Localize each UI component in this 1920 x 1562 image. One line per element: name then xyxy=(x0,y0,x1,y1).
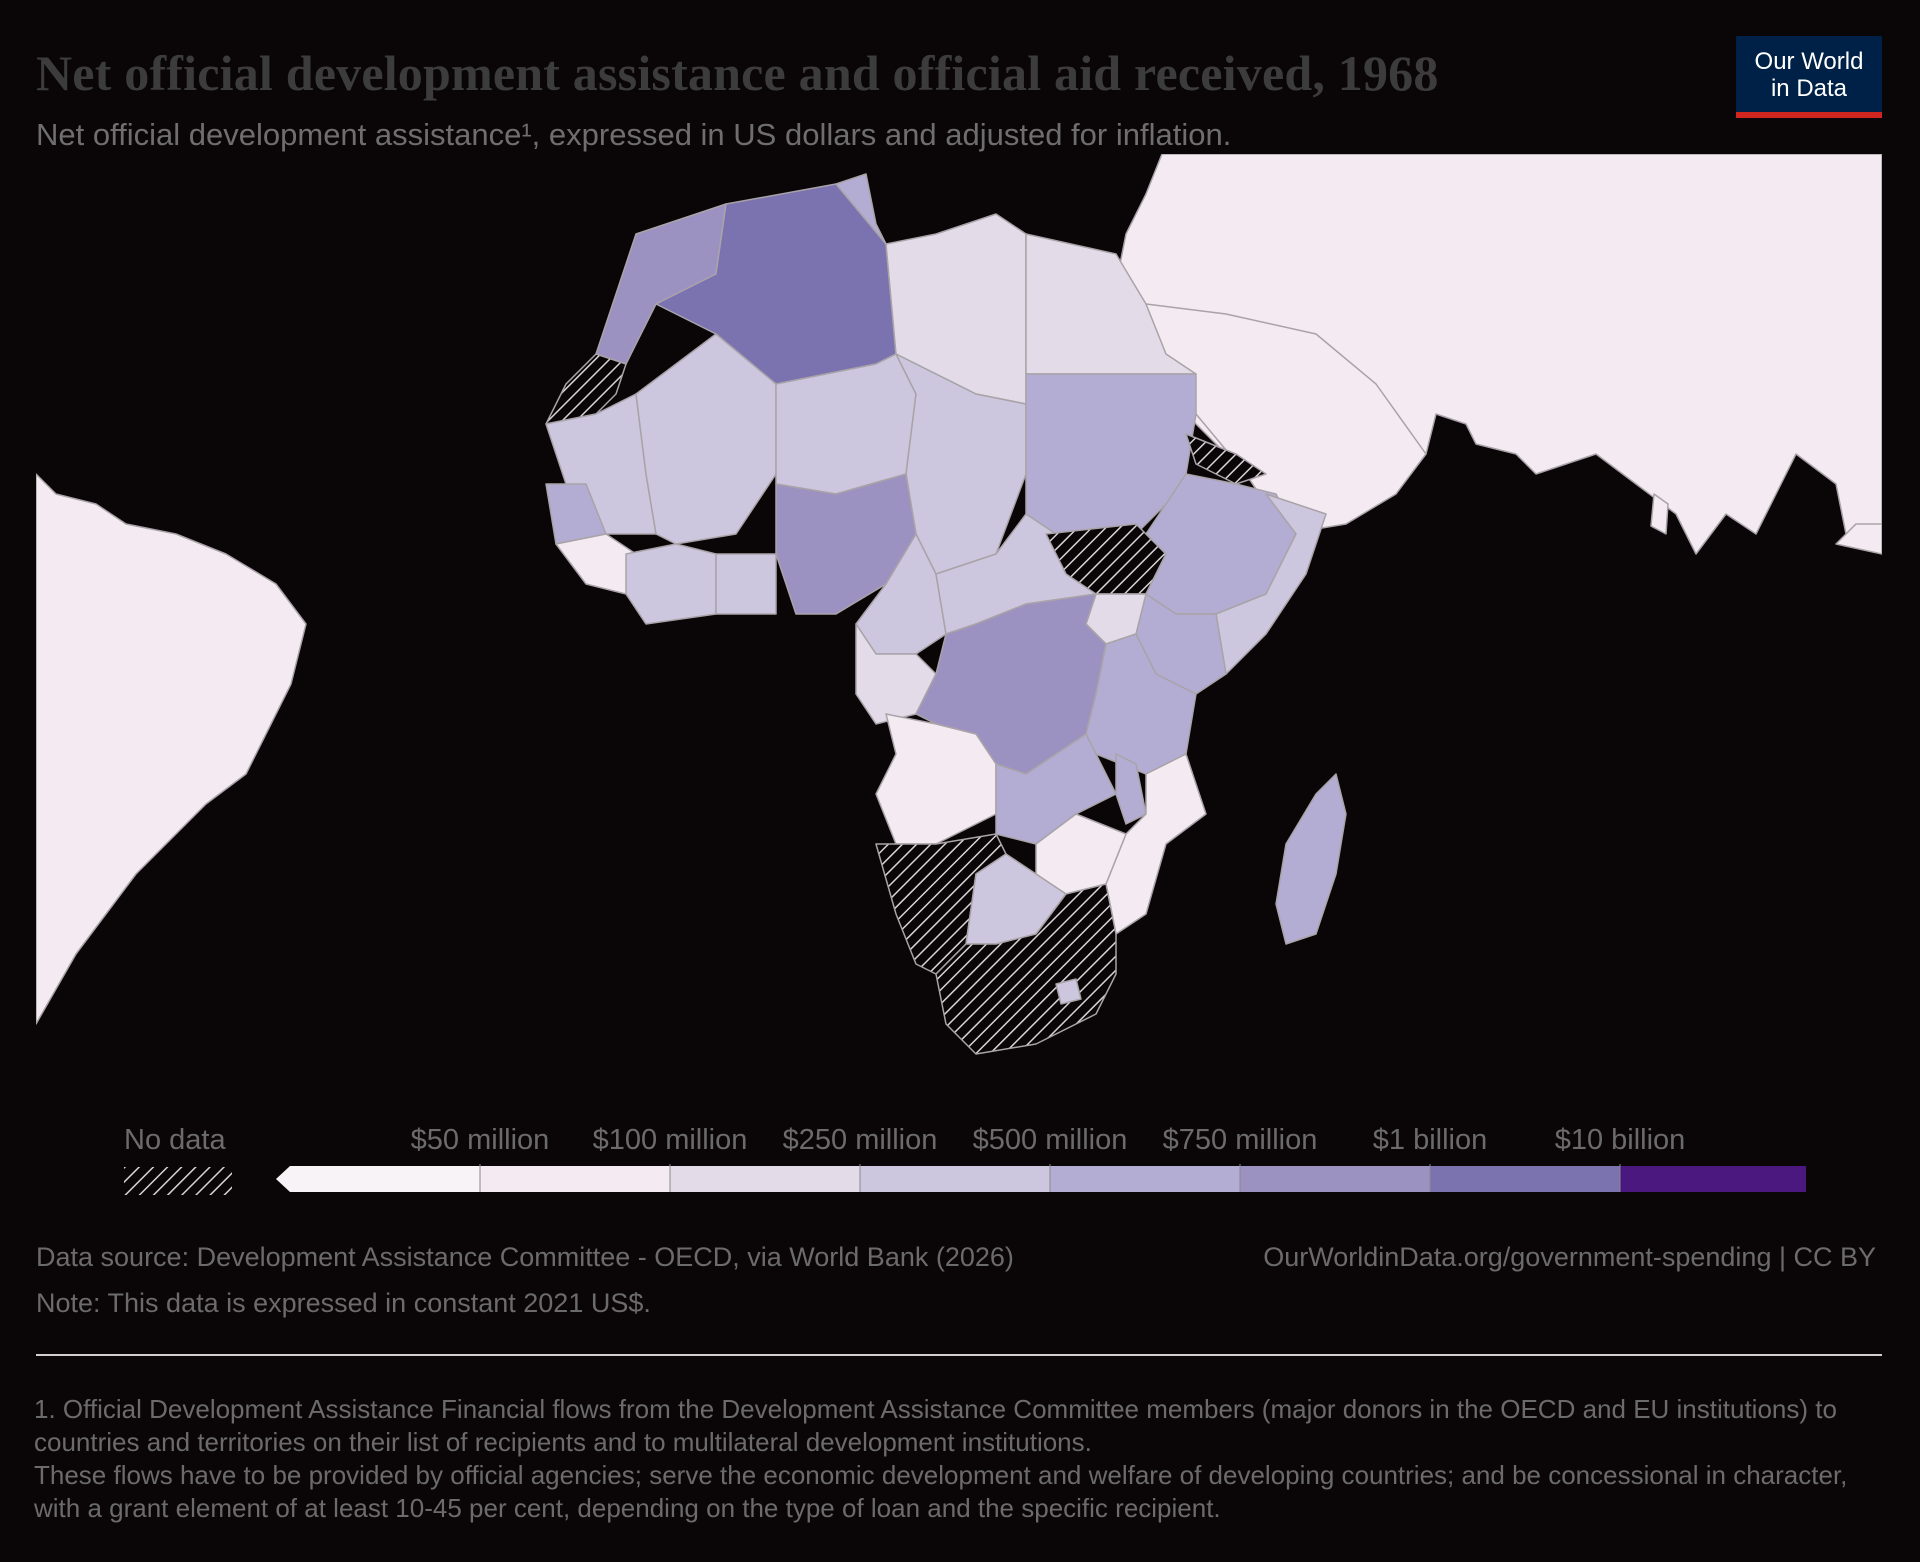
legend-segment-1 xyxy=(480,1166,670,1192)
source-url-link[interactable]: OurWorldinData.org/government-spending |… xyxy=(1263,1242,1876,1272)
legend-segment-5 xyxy=(1240,1166,1430,1192)
legend-no-data-swatch xyxy=(124,1167,232,1195)
footnote-2: These flows have to be provided by offic… xyxy=(34,1460,1848,1523)
legend-no-data-label: No data xyxy=(124,1124,226,1156)
footnote-1: 1. Official Development Assistance Finan… xyxy=(34,1394,1837,1457)
data-note: Note: This data is expressed in constant… xyxy=(36,1288,651,1318)
legend-label-7: $10 billion xyxy=(1554,1124,1686,1156)
chart-subtitle: Net official development assistance¹, ex… xyxy=(36,117,1232,152)
legend-segment-7 xyxy=(1620,1166,1806,1192)
legend-segment-3 xyxy=(860,1166,1050,1192)
legend-label-3: $250 million xyxy=(782,1124,938,1156)
legend-label-2: $100 million xyxy=(592,1124,748,1156)
data-source: Data source: Development Assistance Comm… xyxy=(36,1242,1014,1272)
legend-color-bar xyxy=(276,1164,1806,1192)
madagascar xyxy=(1275,773,1347,945)
legend-label-1: $50 million xyxy=(410,1124,550,1156)
zambia xyxy=(995,733,1117,845)
choropleth-map[interactable] xyxy=(36,154,1882,1094)
sri-lanka xyxy=(1650,493,1669,535)
ghana-region xyxy=(715,553,777,615)
legend-label-6: $1 billion xyxy=(1372,1124,1488,1156)
footer-divider xyxy=(36,1354,1882,1356)
south-america xyxy=(36,473,307,1025)
owid-logo[interactable]: Our World in Data xyxy=(1736,36,1882,118)
mali xyxy=(635,333,777,545)
malawi xyxy=(1115,753,1147,825)
mozambique xyxy=(1105,753,1207,935)
tunisia xyxy=(835,173,887,245)
south-africa xyxy=(935,883,1117,1055)
legend-label-5: $750 million xyxy=(1162,1124,1318,1156)
legend-segment-0 xyxy=(276,1166,480,1192)
india-south xyxy=(1835,523,1882,555)
ivory-coast-region xyxy=(625,543,717,625)
legend-label-4: $500 million xyxy=(972,1124,1128,1156)
legend-segment-2 xyxy=(670,1166,860,1192)
logo-line-1: Our World xyxy=(1754,48,1864,75)
guinea xyxy=(555,533,637,595)
eritrea xyxy=(1185,433,1267,485)
lesotho xyxy=(1055,978,1082,1005)
logo-line-2: in Data xyxy=(1770,75,1848,102)
footnote: 1. Official Development Assistance Finan… xyxy=(34,1393,1884,1525)
angola xyxy=(875,713,997,845)
legend-segment-4 xyxy=(1050,1166,1240,1192)
legend-segment-6 xyxy=(1430,1166,1620,1192)
chart-title: Net official development assistance and … xyxy=(36,45,1439,101)
